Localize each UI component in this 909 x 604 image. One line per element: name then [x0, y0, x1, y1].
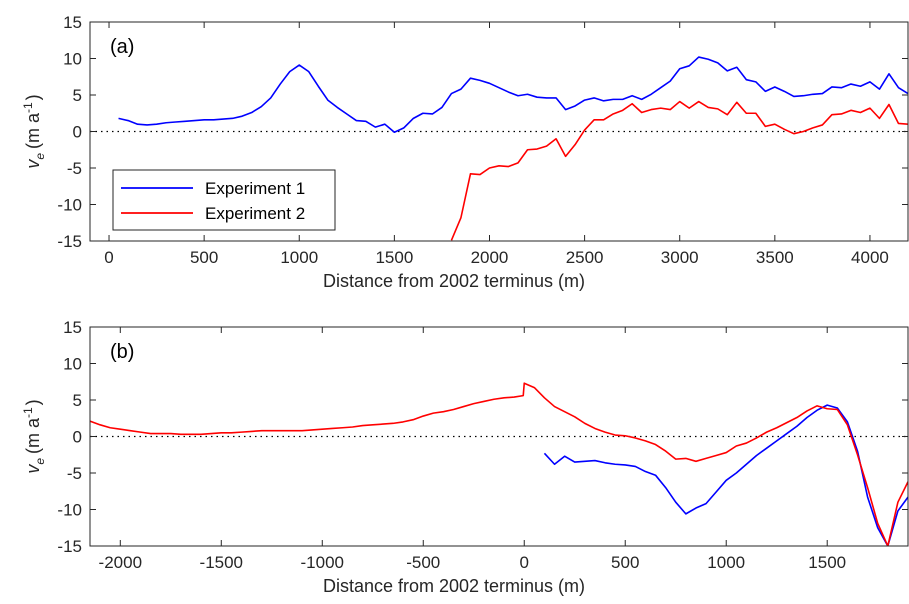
x-tick-label: 0 [104, 248, 113, 267]
x-tick-label: -2000 [99, 553, 142, 572]
y-tick-label: 0 [73, 428, 82, 447]
y-label-symbol: v [23, 464, 43, 474]
plot-frame [89, 326, 909, 547]
y-label-units: (m a [23, 417, 43, 454]
y-axis-label: ve (m a-1) [21, 94, 47, 168]
y-axis-label: ve (m a-1) [21, 399, 47, 473]
legend-label: Experiment 1 [205, 179, 305, 198]
y-tick-label: -10 [57, 501, 82, 520]
x-tick-label: 0 [520, 553, 529, 572]
x-tick-label: 1500 [808, 553, 846, 572]
y-label-subscript: e [33, 458, 47, 465]
y-tick-label: 0 [73, 123, 82, 142]
y-label-superscript: -1 [21, 102, 35, 113]
x-tick-label: 2000 [471, 248, 509, 267]
y-tick-label: 15 [63, 13, 82, 32]
x-tick-label: -1500 [200, 553, 243, 572]
y-tick-label: 10 [63, 50, 82, 69]
x-tick-label: 4000 [851, 248, 889, 267]
y-tick-label: -10 [57, 196, 82, 215]
panel-label: (a) [110, 36, 134, 58]
y-tick-label: 10 [63, 355, 82, 374]
y-tick-label: -5 [67, 464, 82, 483]
legend-label: Experiment 2 [205, 204, 305, 223]
x-tick-label: 2500 [566, 248, 604, 267]
y-label-units-end: ) [23, 399, 43, 405]
x-tick-label: 3000 [661, 248, 699, 267]
y-label-symbol: v [23, 159, 43, 169]
x-tick-label: -500 [406, 553, 440, 572]
panel-a: 0 500 1000 1500 2000 2500 3000 3500 4000-15-10-5… [21, 13, 909, 291]
y-label-units-end: ) [23, 94, 43, 100]
x-tick-label: 500 [190, 248, 218, 267]
y-tick-label: 5 [73, 86, 82, 105]
y-tick-label: -15 [57, 537, 82, 556]
panel-b: -2000 -1500 -1000 -500 0 500 1000 1500-15-10-50… [21, 318, 909, 596]
x-tick-label: 3500 [756, 248, 794, 267]
panel-label: (b) [110, 341, 134, 363]
x-axis-label: Distance from 2002 terminus (m) [323, 576, 585, 596]
y-label-superscript: -1 [21, 407, 35, 418]
x-tick-label: -1000 [301, 553, 344, 572]
y-label-units: (m a [23, 112, 43, 149]
series-line-experiment-1 [118, 56, 908, 134]
x-axis-label: Distance from 2002 terminus (m) [323, 271, 585, 291]
series-line-experiment-2 [450, 100, 908, 241]
x-tick-label: 500 [611, 553, 639, 572]
y-tick-label: -5 [67, 159, 82, 178]
y-tick-label: 15 [63, 318, 82, 337]
x-tick-label: 1000 [707, 553, 745, 572]
y-tick-label: -15 [57, 232, 82, 251]
x-tick-label: 1500 [375, 248, 413, 267]
series-line-experiment-2 [90, 382, 908, 546]
series-line-experiment-1 [543, 404, 908, 546]
y-tick-label: 5 [73, 391, 82, 410]
x-tick-label: 1000 [280, 248, 318, 267]
y-label-subscript: e [33, 153, 47, 160]
legend-box [112, 169, 336, 231]
